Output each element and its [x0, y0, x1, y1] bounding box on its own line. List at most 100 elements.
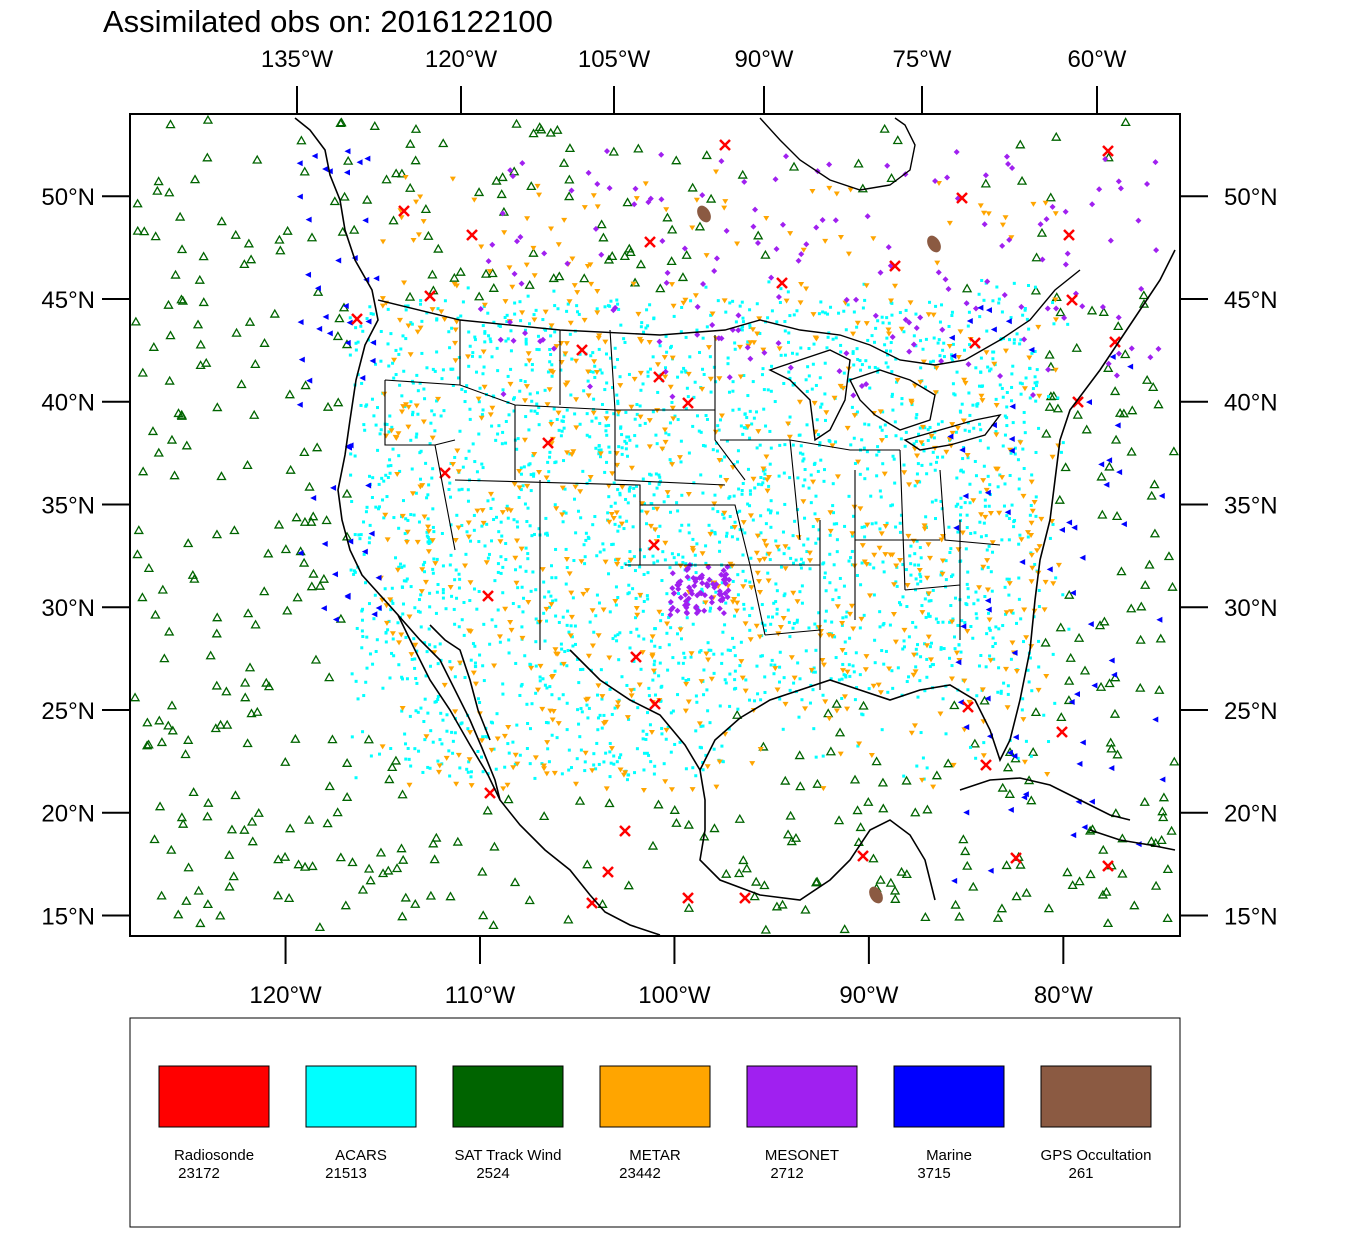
- acars-marker: [591, 523, 595, 527]
- metar-marker: [414, 329, 421, 335]
- acars-marker: [586, 379, 590, 383]
- sat-track-wind-marker: [340, 900, 351, 910]
- acars-marker: [618, 375, 622, 379]
- acars-marker: [534, 588, 538, 592]
- acars-marker: [919, 339, 923, 343]
- acars-marker: [1001, 395, 1005, 399]
- metar-marker: [984, 558, 991, 564]
- acars-marker: [642, 555, 646, 559]
- acars-marker: [404, 635, 408, 639]
- acars-marker: [929, 641, 933, 645]
- metar-marker: [637, 592, 644, 598]
- acars-marker: [499, 555, 503, 559]
- acars-marker: [823, 392, 827, 396]
- metar-marker: [381, 391, 388, 397]
- acars-marker: [389, 332, 393, 336]
- metar-marker: [481, 384, 488, 390]
- acars-marker: [801, 484, 805, 488]
- metar-marker: [615, 700, 622, 706]
- acars-marker: [763, 675, 767, 679]
- acars-marker: [638, 404, 642, 408]
- acars-marker: [930, 500, 934, 504]
- acars-marker: [644, 737, 648, 741]
- acars-marker: [386, 307, 390, 311]
- radiosonde-marker: [630, 651, 642, 663]
- acars-marker: [873, 661, 877, 665]
- metar-marker: [382, 512, 389, 518]
- acars-marker: [918, 546, 922, 550]
- acars-marker: [381, 686, 385, 690]
- acars-marker: [595, 593, 599, 597]
- acars-marker: [561, 615, 565, 619]
- metar-marker: [699, 386, 706, 392]
- mesonet-marker: [700, 280, 707, 287]
- acars-marker: [431, 567, 435, 571]
- metar-marker: [590, 410, 597, 416]
- marine-marker: [1088, 798, 1095, 805]
- acars-marker: [609, 299, 613, 303]
- mesonet-marker: [945, 286, 952, 293]
- sat-track-wind-marker: [230, 229, 241, 239]
- acars-marker: [501, 388, 505, 392]
- sat-track-wind-marker: [960, 846, 971, 856]
- acars-marker: [683, 656, 687, 660]
- acars-marker: [654, 472, 658, 476]
- sat-track-wind-marker: [230, 790, 241, 800]
- acars-marker: [764, 522, 768, 526]
- acars-marker: [819, 458, 823, 462]
- acars-marker: [424, 461, 428, 465]
- acars-marker: [691, 766, 695, 770]
- mesonet-marker: [775, 340, 782, 347]
- metar-marker: [1038, 516, 1045, 522]
- sat-track-wind-marker: [896, 866, 907, 876]
- metar-marker: [740, 520, 747, 526]
- metar-marker: [478, 415, 485, 421]
- metar-marker: [395, 431, 402, 437]
- acars-marker: [1033, 375, 1037, 379]
- acars-marker: [769, 509, 773, 513]
- metar-marker: [964, 628, 971, 634]
- acars-marker: [414, 491, 418, 495]
- acars-marker: [537, 348, 541, 352]
- sat-track-wind-marker: [398, 854, 409, 864]
- acars-marker: [950, 310, 954, 314]
- metar-marker: [581, 205, 588, 211]
- acars-marker: [567, 630, 571, 634]
- acars-marker: [430, 476, 434, 480]
- acars-marker: [581, 667, 585, 671]
- acars-marker: [748, 628, 752, 632]
- acars-marker: [657, 674, 661, 678]
- acars-marker: [549, 419, 553, 423]
- sat-track-wind-marker: [885, 877, 896, 887]
- acars-marker: [713, 530, 717, 534]
- acars-marker: [607, 495, 611, 499]
- acars-marker: [989, 570, 993, 574]
- acars-marker: [826, 312, 830, 316]
- acars-marker: [867, 687, 871, 691]
- metar-marker: [750, 476, 757, 482]
- acars-marker: [805, 550, 809, 554]
- acars-marker: [374, 423, 378, 427]
- acars-marker: [1013, 446, 1017, 450]
- metar-marker: [455, 525, 462, 531]
- acars-marker: [822, 479, 826, 483]
- acars-marker: [463, 390, 467, 394]
- metar-marker: [614, 561, 621, 567]
- metar-marker: [782, 701, 789, 707]
- marine-marker: [1152, 716, 1159, 723]
- mesonet-marker: [509, 173, 516, 180]
- acars-marker: [966, 587, 970, 591]
- metar-marker: [425, 549, 432, 555]
- acars-marker: [406, 518, 410, 522]
- acars-marker: [790, 351, 794, 355]
- metar-marker: [594, 204, 601, 210]
- acars-marker: [849, 443, 853, 447]
- acars-marker: [501, 430, 505, 434]
- marine-marker: [1079, 739, 1086, 746]
- acars-marker: [1008, 338, 1012, 342]
- acars-marker: [823, 619, 827, 623]
- acars-marker: [921, 442, 925, 446]
- metar-marker: [882, 524, 889, 530]
- acars-marker: [966, 688, 970, 692]
- mesonet-marker: [1115, 314, 1122, 321]
